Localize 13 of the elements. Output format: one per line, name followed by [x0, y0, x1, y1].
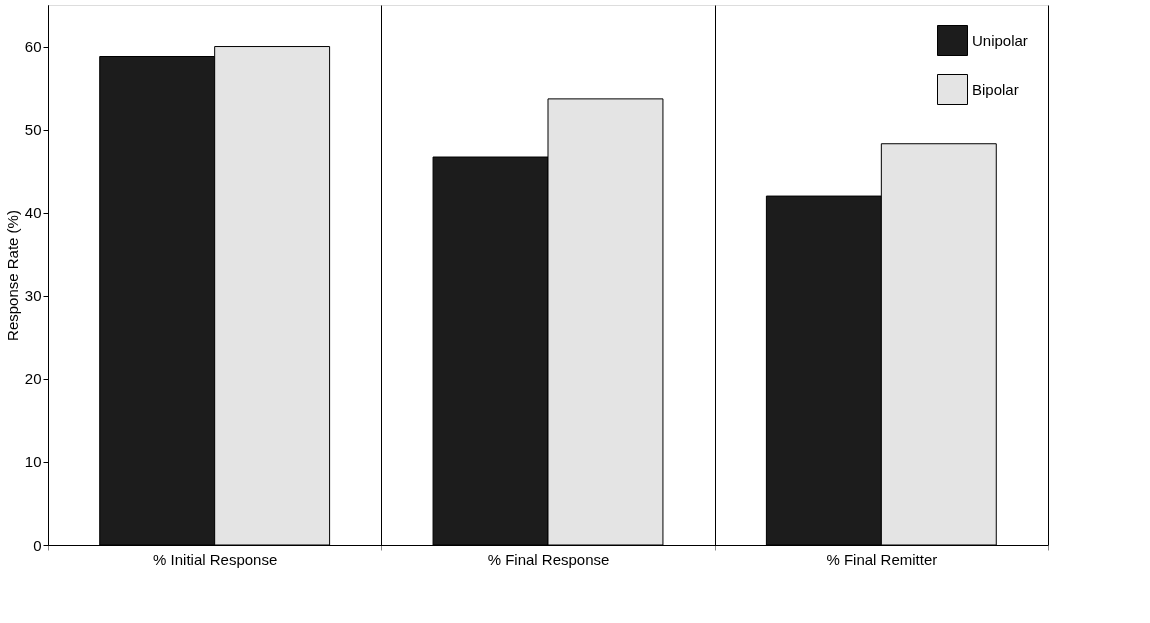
y-tick-label: 20	[24, 370, 42, 388]
legend-label: Unipolar	[972, 31, 1028, 49]
x-tick-label: % Final Remitter	[826, 550, 938, 568]
y-tick-label: 60	[24, 38, 42, 56]
x-tick-label: % Initial Response	[153, 550, 278, 568]
y-tick-label: 40	[24, 204, 42, 222]
y-tick-label: 10	[24, 453, 42, 471]
y-axis-title: Response Rate (%)	[3, 210, 21, 341]
y-tick-label: 0	[33, 536, 42, 554]
y-tick-label: 30	[24, 287, 42, 305]
y-tick-label: 50	[24, 121, 42, 139]
x-tick-label: % Final Response	[487, 550, 610, 568]
legend-label: Bipolar	[972, 80, 1019, 98]
